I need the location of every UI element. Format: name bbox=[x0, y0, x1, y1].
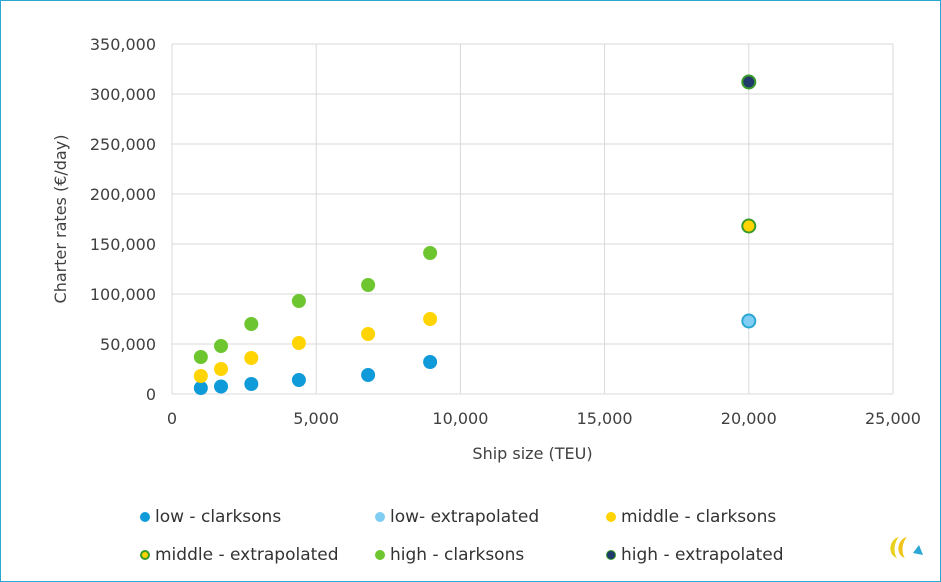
legend-marker-low-clarksons bbox=[140, 512, 150, 522]
legend-row-1: low - clarksons low- extrapolated middle… bbox=[0, 507, 941, 533]
legend-label: low- extrapolated bbox=[390, 507, 540, 527]
data-point bbox=[193, 369, 208, 383]
legend-item-high-clarksons: high - clarksons bbox=[375, 545, 524, 565]
data-point bbox=[291, 294, 306, 308]
x-axis-label: Ship size (TEU) bbox=[472, 444, 592, 463]
x-tick-label: 10,000 bbox=[432, 409, 488, 428]
legend-item-low-clarksons: low - clarksons bbox=[140, 507, 281, 527]
legend-item-middle-extrapolated: middle - extrapolated bbox=[140, 545, 339, 565]
x-tick-label: 20,000 bbox=[721, 409, 777, 428]
legend-label: low - clarksons bbox=[155, 507, 282, 527]
y-tick-label: 100,000 bbox=[90, 285, 156, 304]
data-point bbox=[244, 317, 259, 331]
data-point bbox=[244, 351, 259, 365]
data-point bbox=[741, 74, 757, 90]
legend-row-2: middle - extrapolated high - clarksons h… bbox=[0, 545, 941, 571]
legend-marker-middle-extrapolated bbox=[140, 550, 150, 560]
data-point bbox=[423, 355, 438, 369]
data-point bbox=[193, 381, 208, 395]
legend-item-low-extrapolated: low- extrapolated bbox=[375, 507, 539, 527]
brand-logo-icon bbox=[890, 537, 923, 558]
legend-marker-high-extrapolated bbox=[606, 550, 616, 560]
y-tick-label: 200,000 bbox=[90, 185, 156, 204]
data-point bbox=[423, 246, 438, 260]
y-tick-label: 50,000 bbox=[100, 335, 156, 354]
legend-item-middle-clarksons: middle - clarksons bbox=[606, 507, 776, 527]
x-tick-label: 25,000 bbox=[865, 409, 921, 428]
legend-label: middle - clarksons bbox=[621, 507, 777, 527]
legend-marker-low-extrapolated bbox=[375, 512, 385, 522]
data-point bbox=[741, 313, 757, 329]
y-tick-label: 300,000 bbox=[90, 85, 156, 104]
data-point bbox=[423, 312, 438, 326]
y-tick-label: 350,000 bbox=[90, 35, 156, 54]
legend-marker-middle-clarksons bbox=[606, 512, 616, 522]
data-point bbox=[214, 339, 229, 353]
y-tick-label: 250,000 bbox=[90, 135, 156, 154]
x-tick-label: 0 bbox=[167, 409, 177, 428]
legend-label: high - extrapolated bbox=[621, 545, 784, 565]
legend-label: high - clarksons bbox=[390, 545, 525, 565]
data-point bbox=[361, 278, 376, 292]
y-tick-label: 0 bbox=[146, 385, 156, 404]
x-tick-label: 15,000 bbox=[577, 409, 633, 428]
data-point bbox=[291, 336, 306, 350]
legend-item-high-extrapolated: high - extrapolated bbox=[606, 545, 784, 565]
data-point bbox=[361, 368, 376, 382]
legend-marker-high-clarksons bbox=[375, 550, 385, 560]
y-tick-label: 150,000 bbox=[90, 235, 156, 254]
data-point bbox=[244, 377, 259, 391]
data-point bbox=[741, 218, 757, 234]
data-point bbox=[214, 362, 229, 376]
legend-label: middle - extrapolated bbox=[155, 545, 339, 565]
y-axis-label: Charter rates (€/day) bbox=[51, 135, 70, 304]
x-tick-label: 5,000 bbox=[293, 409, 339, 428]
data-point bbox=[193, 350, 208, 364]
data-point bbox=[291, 373, 306, 387]
data-point bbox=[361, 327, 376, 341]
data-point bbox=[214, 379, 229, 394]
